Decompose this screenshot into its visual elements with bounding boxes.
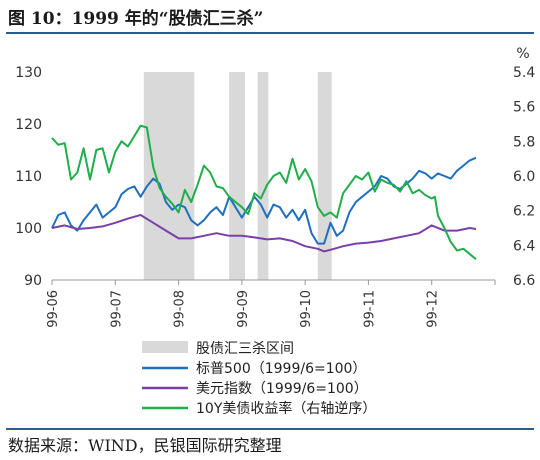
series-line-2 xyxy=(51,124,477,260)
shaded-period-2 xyxy=(257,72,269,280)
y-right-tick-label: 6.6 xyxy=(513,273,535,289)
legend-label-2: 美元指数（1999/6=100） xyxy=(196,381,368,397)
y-right-tick-label: 6.2 xyxy=(513,204,535,220)
figure-title: 图 10：1999 年的“股债汇三杀” xyxy=(8,9,264,29)
source-note: 数据来源：WIND，民银国际研究整理 xyxy=(8,436,282,455)
shaded-period-0 xyxy=(143,72,195,280)
legend-label-0: 股债汇三杀区间 xyxy=(196,341,294,357)
y-right-tick-label: 5.4 xyxy=(513,65,535,81)
title-rule xyxy=(6,32,534,34)
x-tick-label: 99-12 xyxy=(426,290,441,328)
source-rule xyxy=(6,428,534,430)
x-tick-label: 99-10 xyxy=(299,290,314,328)
x-tick-label: 99-08 xyxy=(173,290,188,328)
y-left-tick-label: 110 xyxy=(15,169,42,185)
x-tick-label: 99-11 xyxy=(362,290,377,328)
y-left-tick-label: 90 xyxy=(24,273,42,289)
legend-label-3: 10Y美债收益率（右轴逆序） xyxy=(196,400,376,417)
y-left-tick-label: 100 xyxy=(15,221,42,237)
legend-swatch-0 xyxy=(142,341,188,353)
x-tick-label: 99-09 xyxy=(236,290,251,328)
legend-label-1: 标普500（1999/6=100） xyxy=(196,361,366,377)
x-tick-label: 99-06 xyxy=(46,290,61,328)
y-right-unit: % xyxy=(516,46,529,62)
y-right-tick-label: 5.8 xyxy=(513,134,535,150)
y-right-tick-label: 6.0 xyxy=(513,169,535,185)
y-right-tick-label: 5.6 xyxy=(513,100,535,116)
shaded-period-1 xyxy=(229,72,246,280)
x-tick-label: 99-07 xyxy=(109,290,124,328)
y-left-tick-label: 120 xyxy=(15,117,42,133)
y-left-tick-label: 130 xyxy=(15,65,42,81)
y-right-tick-label: 6.4 xyxy=(513,238,535,254)
series-line-1 xyxy=(51,214,477,253)
